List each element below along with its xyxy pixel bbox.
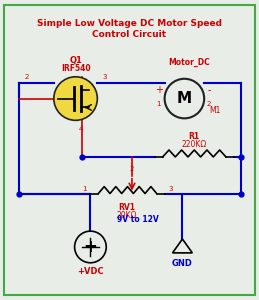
Text: 9V to 12V: 9V to 12V (117, 215, 159, 224)
Text: Simple Low Voltage DC Motor Speed
Control Circuit: Simple Low Voltage DC Motor Speed Contro… (37, 20, 221, 39)
FancyBboxPatch shape (4, 4, 255, 296)
Text: Motor_DC: Motor_DC (168, 58, 210, 67)
Text: 3: 3 (169, 185, 173, 191)
Circle shape (54, 77, 97, 120)
Text: Q1: Q1 (69, 56, 82, 65)
Text: 4: 4 (78, 126, 83, 132)
Text: 20KΩ: 20KΩ (117, 211, 137, 220)
Text: 2: 2 (207, 100, 211, 106)
Text: GND: GND (172, 259, 193, 268)
Text: +: + (83, 238, 97, 256)
Text: -: - (207, 85, 211, 94)
Text: IRF540: IRF540 (61, 64, 90, 73)
Text: M1: M1 (209, 106, 220, 116)
Text: M: M (177, 91, 192, 106)
Text: 3: 3 (102, 74, 106, 80)
Text: 2: 2 (130, 166, 134, 172)
Text: 1: 1 (82, 185, 87, 191)
Text: 1: 1 (156, 100, 161, 106)
Text: RV1: RV1 (119, 203, 135, 212)
Text: R1: R1 (189, 132, 200, 141)
Text: +VDC: +VDC (77, 267, 104, 276)
Text: 220KΩ: 220KΩ (182, 140, 207, 149)
Text: +: + (155, 85, 163, 94)
Text: 2: 2 (25, 74, 29, 80)
